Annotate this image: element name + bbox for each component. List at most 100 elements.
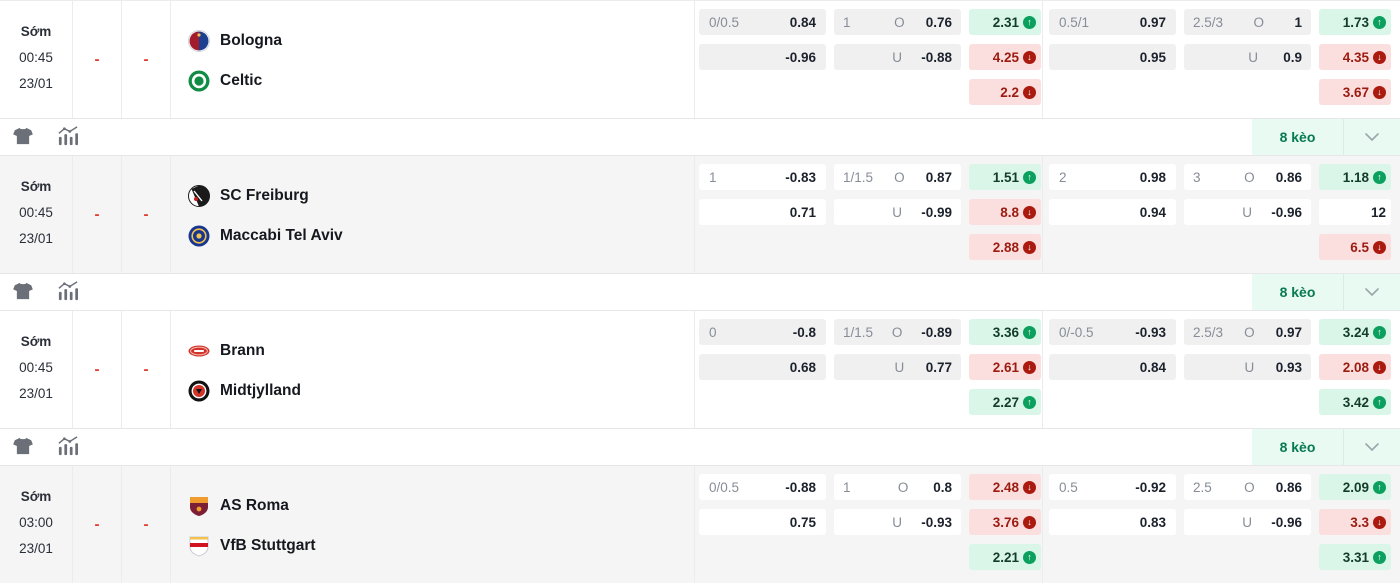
trend-icon <box>1023 515 1036 529</box>
away-team-link[interactable]: VfB Stuttgart <box>188 526 694 566</box>
away-score: - <box>143 516 149 533</box>
match-date: 23/01 <box>19 541 53 556</box>
handicap-home-odds[interactable]: 1 -0.83 <box>699 164 826 190</box>
away-win-odds[interactable]: 6.5 <box>1319 234 1391 260</box>
home-win-odds[interactable]: 1.18 <box>1319 164 1391 190</box>
over-odds[interactable]: 1/1.5 O 0.87 <box>834 164 961 190</box>
over-odds[interactable]: 2.5 O 0.86 <box>1184 474 1311 500</box>
home-win-odds[interactable]: 3.36 <box>969 319 1041 345</box>
under-odds[interactable]: U 0.77 <box>834 354 961 380</box>
draw-odds[interactable]: 12 <box>1319 199 1391 225</box>
over-odds[interactable]: 2.5/3 O 0.97 <box>1184 319 1311 345</box>
handicap-away-odds[interactable]: 0.68 <box>699 354 826 380</box>
stats-chart-icon-button[interactable] <box>57 125 79 149</box>
home-win-odds[interactable]: 1.73 <box>1319 9 1391 35</box>
trend-icon <box>1023 85 1036 99</box>
more-odds-toggle[interactable]: 8 kèo <box>1252 429 1400 465</box>
match-row: Sớm 00:45 23/01 - - SC Freiburg Maccabi … <box>0 156 1400 273</box>
away-win-odds[interactable]: 3.67 <box>1319 79 1391 105</box>
under-odds[interactable]: U -0.99 <box>834 199 961 225</box>
away-win-odds[interactable]: 2.88 <box>969 234 1041 260</box>
handicap-home-odds[interactable]: 0 -0.8 <box>699 319 826 345</box>
lineup-button[interactable] <box>13 282 33 303</box>
handicap-home-odds[interactable]: 2 0.98 <box>1049 164 1176 190</box>
stats-chart-icon-button[interactable] <box>57 280 79 304</box>
handicap-away-odds[interactable]: 0.71 <box>699 199 826 225</box>
keo-count-label: 8 kèo <box>1279 284 1316 300</box>
more-odds-toggle[interactable]: 8 kèo <box>1252 119 1400 155</box>
home-win-odds[interactable]: 2.09 <box>1319 474 1391 500</box>
bologna-logo <box>188 30 210 52</box>
odds-half-left: 0-0.8 0.68 1/1.5O-0.89 U0.77 3.36 2.61 2… <box>695 311 1043 428</box>
draw-odds[interactable]: 3.3 <box>1319 509 1391 535</box>
over-odds[interactable]: 3 O 0.86 <box>1184 164 1311 190</box>
draw-odds[interactable]: 4.35 <box>1319 44 1391 70</box>
draw-odds[interactable]: 2.61 <box>969 354 1041 380</box>
over-odds[interactable]: 1 O 0.76 <box>834 9 961 35</box>
teams-cell: AS Roma VfB Stuttgart <box>171 466 695 583</box>
handicap-home-odds[interactable]: 0/0.5 -0.88 <box>699 474 826 500</box>
odds-half-right: 0.5-0.92 0.83 2.5O0.86 U-0.96 2.09 3.3 3… <box>1043 466 1391 583</box>
away-win-odds[interactable]: 2.21 <box>969 544 1041 570</box>
home-team-link[interactable]: Brann <box>188 331 694 371</box>
draw-odds[interactable]: 8.8 <box>969 199 1041 225</box>
chevron-down-icon[interactable] <box>1343 119 1400 155</box>
trend-icon <box>1023 205 1036 219</box>
away-win-odds[interactable]: 2.2 <box>969 79 1041 105</box>
under-odds[interactable]: U -0.88 <box>834 44 961 70</box>
more-odds-toggle[interactable]: 8 kèo <box>1252 274 1400 310</box>
stats-chart-icon-button[interactable] <box>57 435 79 459</box>
handicap-away-odds[interactable]: 0.75 <box>699 509 826 535</box>
home-win-odds[interactable]: 2.48 <box>969 474 1041 500</box>
handicap-home-odds[interactable]: 0/0.5 0.84 <box>699 9 826 35</box>
away-team-link[interactable]: Celtic <box>188 61 694 101</box>
under-odds[interactable]: U -0.96 <box>1184 509 1311 535</box>
home-win-odds[interactable]: 1.51 <box>969 164 1041 190</box>
handicap-away-odds[interactable]: 0.95 <box>1049 44 1176 70</box>
home-score-cell: - <box>73 311 122 428</box>
over-odds[interactable]: 1 O 0.8 <box>834 474 961 500</box>
vfb-stuttgart-logo <box>188 535 210 557</box>
draw-odds[interactable]: 3.76 <box>969 509 1041 535</box>
match-time-cell: Sớm 00:45 23/01 <box>0 311 73 428</box>
over-odds[interactable]: 2.5/3 O 1 <box>1184 9 1311 35</box>
lineup-button[interactable] <box>13 127 33 148</box>
draw-odds[interactable]: 2.08 <box>1319 354 1391 380</box>
handicap-away-odds[interactable]: 0.94 <box>1049 199 1176 225</box>
home-win-odds[interactable]: 2.31 <box>969 9 1041 35</box>
trend-icon <box>1023 240 1036 254</box>
lineup-button[interactable] <box>13 437 33 458</box>
teams-cell: Bologna Celtic <box>171 1 695 118</box>
handicap-away-odds[interactable]: 0.83 <box>1049 509 1176 535</box>
under-odds[interactable]: U 0.93 <box>1184 354 1311 380</box>
home-team-link[interactable]: Bologna <box>188 21 694 61</box>
away-team-link[interactable]: Midtjylland <box>188 371 694 411</box>
over-odds[interactable]: 1/1.5 O -0.89 <box>834 319 961 345</box>
chevron-down-icon[interactable] <box>1343 429 1400 465</box>
match-time-cell: Sớm 00:45 23/01 <box>0 156 73 273</box>
chevron-down-icon[interactable] <box>1343 274 1400 310</box>
away-team-link[interactable]: Maccabi Tel Aviv <box>188 216 694 256</box>
home-team-name: Brann <box>220 342 265 359</box>
trend-icon <box>1023 480 1036 494</box>
home-score: - <box>94 361 100 378</box>
under-odds[interactable]: U -0.93 <box>834 509 961 535</box>
match-date: 23/01 <box>19 386 53 401</box>
away-win-odds[interactable]: 2.27 <box>969 389 1041 415</box>
handicap-home-odds[interactable]: 0.5/1 0.97 <box>1049 9 1176 35</box>
home-team-link[interactable]: SC Freiburg <box>188 176 694 216</box>
handicap-home-odds[interactable]: 0/-0.5 -0.93 <box>1049 319 1176 345</box>
under-odds[interactable]: U 0.9 <box>1184 44 1311 70</box>
handicap-away-odds[interactable]: 0.84 <box>1049 354 1176 380</box>
under-odds[interactable]: U -0.96 <box>1184 199 1311 225</box>
away-score-cell: - <box>122 1 171 118</box>
draw-odds[interactable]: 4.25 <box>969 44 1041 70</box>
handicap-home-odds[interactable]: 0.5 -0.92 <box>1049 474 1176 500</box>
home-win-odds[interactable]: 3.24 <box>1319 319 1391 345</box>
home-team-link[interactable]: AS Roma <box>188 486 694 526</box>
handicap-away-odds[interactable]: -0.96 <box>699 44 826 70</box>
away-win-odds[interactable]: 3.42 <box>1319 389 1391 415</box>
away-score-cell: - <box>122 156 171 273</box>
away-win-odds[interactable]: 3.31 <box>1319 544 1391 570</box>
